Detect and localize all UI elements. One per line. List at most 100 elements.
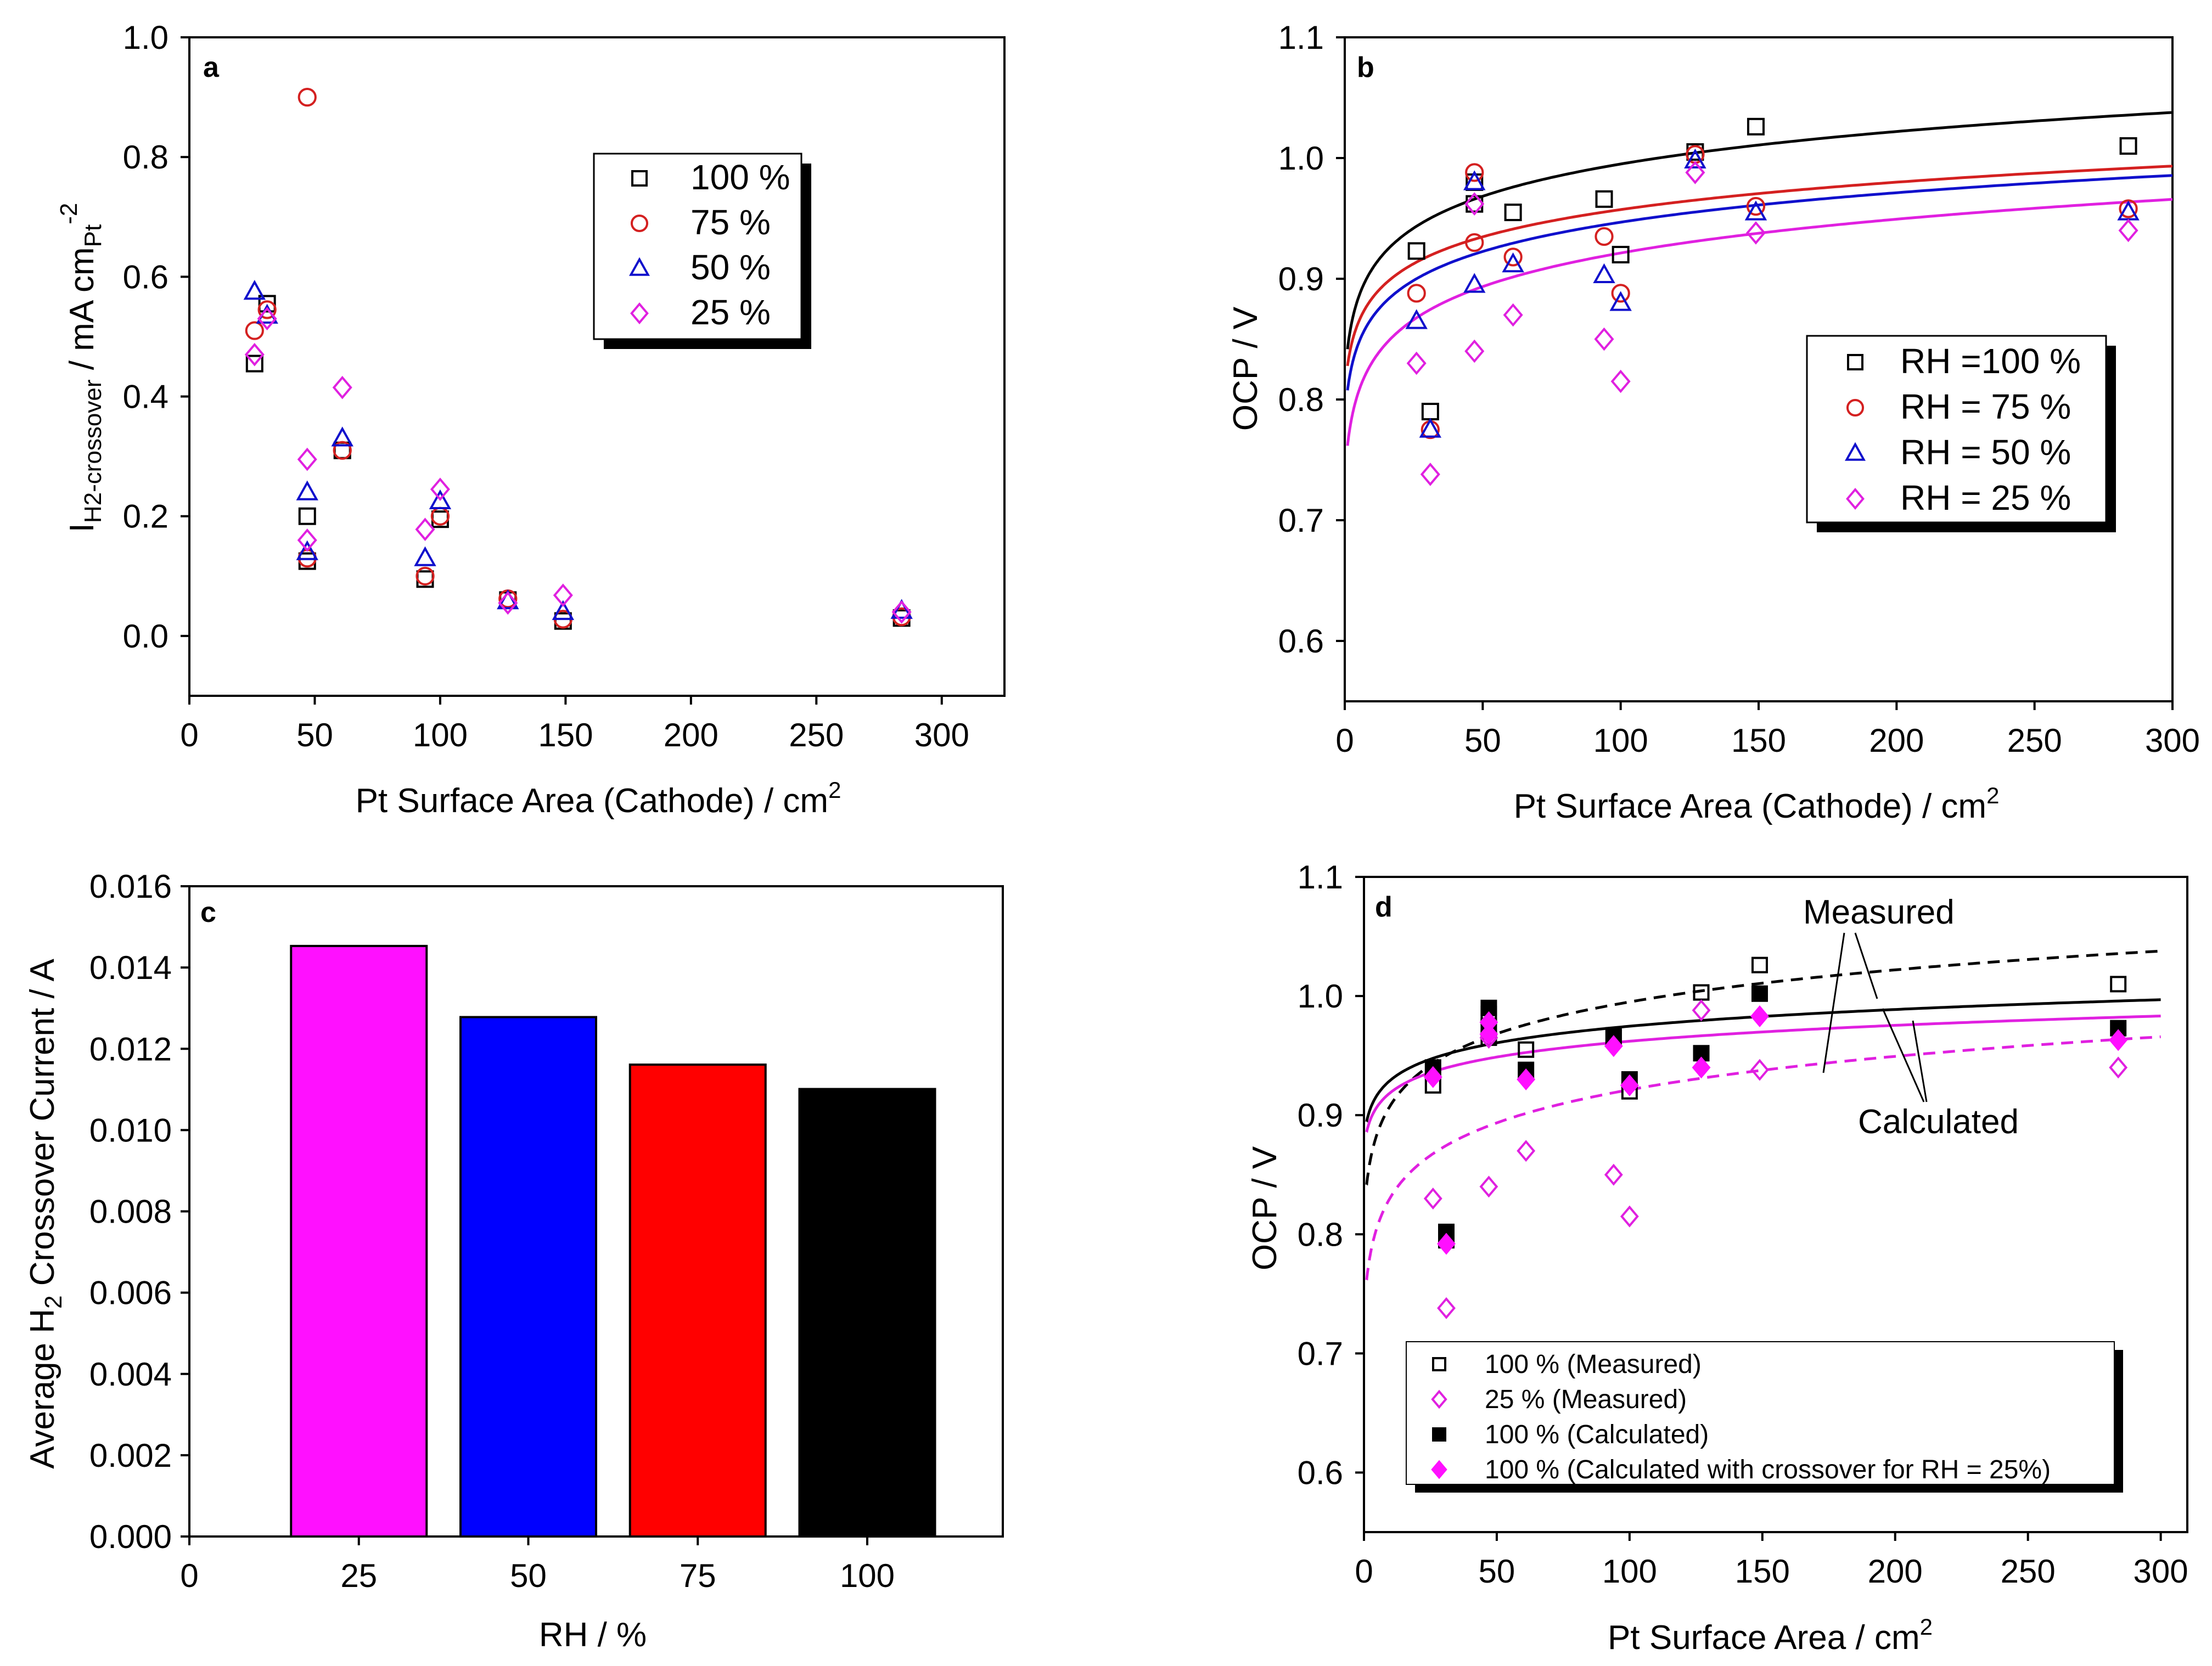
panel-d-annotation-calculated: Calculated [1858,1103,2019,1141]
data-point-square [1407,242,1425,260]
y-tick-label: 0.2 [123,498,169,535]
y-tick-label: 0.6 [1278,623,1324,660]
legend-symbol-diamond [1431,1460,1447,1479]
data-point-triangle [1744,200,1767,221]
x-tick-label: 150 [1731,722,1786,759]
data-point-triangle [1463,170,1486,190]
data-point-triangle [552,600,575,620]
data-point-triangle [414,546,436,566]
fit-curve [1346,165,2173,367]
panel-b-x-axis-label: Pt Surface Area (Cathode) / cm2 [1514,783,2000,825]
data-point-diamond-filled [2109,1029,2128,1051]
calculated-arrow-to-magenta [1912,1020,1928,1102]
panel-d-legend-label-1: 25 % (Measured) [1485,1385,1687,1414]
panel-a-legend-label-3: 25 % [690,292,771,332]
y-tick-label: 1.0 [1298,978,1343,1015]
data-point-circle [430,506,450,526]
panel-a-legend-label-0: 100 % [690,157,790,197]
data-point-square-open [2110,976,2127,993]
measured-arrow-to-dashed [1854,932,1878,999]
legend-symbol-triangle [1844,442,1866,461]
panel-d-legend-label-2: 100 % (Calculated) [1485,1420,1709,1449]
data-point-diamond-filled [1692,1056,1711,1079]
data-point-square [1421,403,1439,420]
data-point-diamond [430,477,450,501]
data-point-diamond [1745,221,1766,245]
x-tick-label: 0 [180,1557,198,1594]
panel-d-legend-box [1406,1341,2115,1485]
x-tick-label: 0 [1335,722,1354,759]
data-point-triangle [243,280,266,300]
panel-b-data-points [1405,117,2140,486]
data-point-triangle [331,426,353,447]
panel-b-letter: b [1357,52,1374,83]
fit-curve [1346,174,2173,391]
data-point-diamond [1594,327,1614,351]
data-point-circle [1503,247,1523,267]
x-tick-label: 300 [914,717,969,753]
data-point-square [245,354,263,373]
data-point-triangle [1593,263,1615,283]
panel-d-y-ticks: 0.6 0.7 0.8 0.9 1.0 1.1 [1298,859,1364,1491]
data-point-square [1595,190,1613,208]
panel-d-legend-symbols [1431,1357,1447,1479]
x-tick-label: 100 [1602,1553,1657,1590]
panel-b-y-axis-label: OCP / V [1227,306,1265,431]
panel-c-letter: c [200,897,216,928]
data-point-diamond-filled [1604,1035,1623,1057]
data-point-diamond-filled [1517,1068,1536,1091]
data-point-circle [1611,284,1630,303]
x-tick-label: 50 [1464,722,1501,759]
y-tick-label: 0.6 [123,258,169,295]
data-point-square-filled [1751,985,1768,1002]
panel-d-plot-frame [1363,876,2188,1533]
panel-d-data-points [1423,956,2128,1319]
bar-rh-50 [459,1016,597,1538]
panel-a-letter: a [203,52,220,83]
data-point-square [1612,246,1630,263]
y-tick-label: 0.0 [123,618,169,655]
panel-a-y-axis-label: IH2-crossover / mA cmPt-2 [55,203,106,533]
data-point-diamond [1464,339,1485,363]
panel-b-legend-label-1: RH = 75 % [1900,387,2071,426]
x-tick-label: 25 [340,1557,377,1594]
data-point-diamond-open [1423,1187,1442,1210]
y-tick-label: 0.000 [89,1518,172,1555]
data-point-diamond-filled [1423,1066,1442,1088]
x-tick-label: 250 [2007,722,2062,759]
data-point-diamond-open [2109,1056,2128,1079]
panel-c-x-ticks: 0 25 50 75 100 [180,1536,895,1594]
panel-d-x-ticks: 0 50 100 150 200 250 300 [1355,1532,2188,1590]
measured-fit-curve [1365,1035,2161,1281]
y-tick-label: 0.6 [1298,1454,1343,1491]
y-tick-label: 0.7 [1298,1335,1343,1372]
legend-symbol-circle [1846,398,1865,417]
panel-a-x-ticks: 0 50 100 150 200 250 300 [180,696,969,753]
x-tick-label: 300 [2134,1553,2188,1590]
panel-b-legend-symbols [1844,354,1866,510]
x-tick-label: 200 [664,717,718,753]
x-tick-label: 50 [1479,1553,1515,1590]
y-tick-label: 1.1 [1278,19,1324,56]
panel-d-legend-label-0: 100 % (Measured) [1485,1350,1702,1379]
measured-fit-curve [1365,949,2161,1186]
bar-rh-100 [798,1088,936,1538]
legend-symbol-diamond [1431,1389,1447,1409]
data-point-circle [1465,233,1484,252]
data-point-triangle [429,489,452,510]
data-point-square-filled [1605,1027,1622,1044]
data-point-diamond-filled [1479,1023,1498,1045]
data-point-square [1747,117,1765,136]
data-point-diamond [257,307,277,331]
data-point-circle [1407,284,1426,303]
data-point-triangle [296,480,318,500]
data-point-diamond [1610,369,1631,393]
panel-d-y-axis-label: OCP / V [1246,1146,1284,1270]
y-tick-label: 0.9 [1298,1097,1343,1134]
data-point-diamond [332,375,352,399]
panel-b-y-ticks: 0.6 0.7 0.8 0.9 1.0 1.1 [1278,19,1345,660]
fit-curve [1346,198,2173,446]
x-tick-label: 250 [789,717,844,753]
panel-a-data-points [243,87,913,630]
panel-a-legend-label-2: 50 % [690,247,771,287]
